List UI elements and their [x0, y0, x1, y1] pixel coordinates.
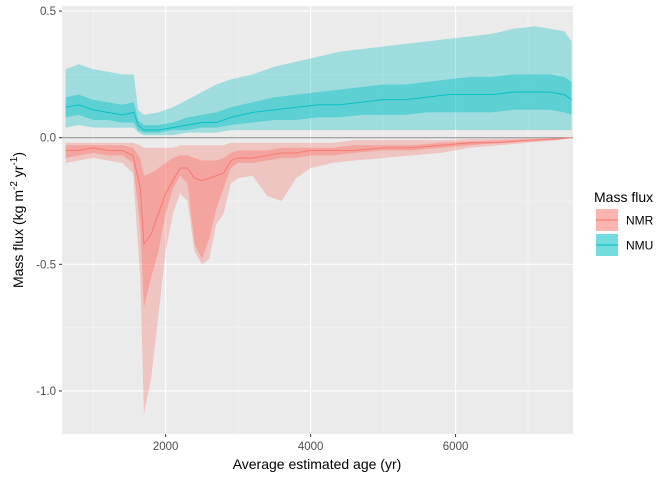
outer-band-nmr	[65, 137, 572, 414]
y-axis-ticks: 0.5 0.0 -0.5 -1.0	[36, 6, 62, 398]
legend-entry-nmu: NMU	[596, 234, 653, 256]
y-axis-label-sup-1: -2	[9, 181, 20, 190]
outer-band-nmu	[65, 26, 572, 136]
legend: Mass flux NMR NMU	[594, 189, 654, 256]
y-tick-label: 0.0	[40, 133, 56, 145]
y-axis-label-sup-2: -1	[9, 156, 20, 165]
y-tick-label: -0.5	[36, 259, 56, 271]
legend-label-nmr: NMR	[626, 214, 654, 228]
x-tick-label: 6000	[443, 441, 469, 453]
median-line-nmu	[65, 91, 572, 131]
data-series	[65, 26, 572, 414]
y-tick-label: 0.5	[40, 6, 56, 18]
x-axis-label: Average estimated age (yr)	[233, 456, 402, 472]
legend-title: Mass flux	[594, 189, 653, 205]
y-axis-label-mid: yr	[10, 165, 26, 181]
inner-band-nmu	[65, 74, 572, 133]
panel-background	[62, 6, 573, 434]
inner-band-nmr	[65, 137, 572, 308]
y-axis-label-end: )	[10, 152, 26, 157]
legend-label-nmu: NMU	[626, 239, 653, 253]
x-tick-label: 4000	[298, 441, 324, 453]
legend-entry-nmr: NMR	[596, 209, 654, 231]
median-lines	[65, 91, 572, 246]
y-axis-label-main: Mass flux (kg m	[10, 190, 26, 288]
y-tick-label: -1.0	[36, 386, 56, 398]
x-tick-label: 2000	[153, 441, 179, 453]
median-line-nmr	[65, 137, 572, 246]
minor-gridlines	[62, 6, 573, 434]
y-axis-label: Mass flux (kg m-2 yr-1)	[9, 152, 26, 288]
x-axis-ticks: 2000 4000 6000	[153, 434, 469, 453]
